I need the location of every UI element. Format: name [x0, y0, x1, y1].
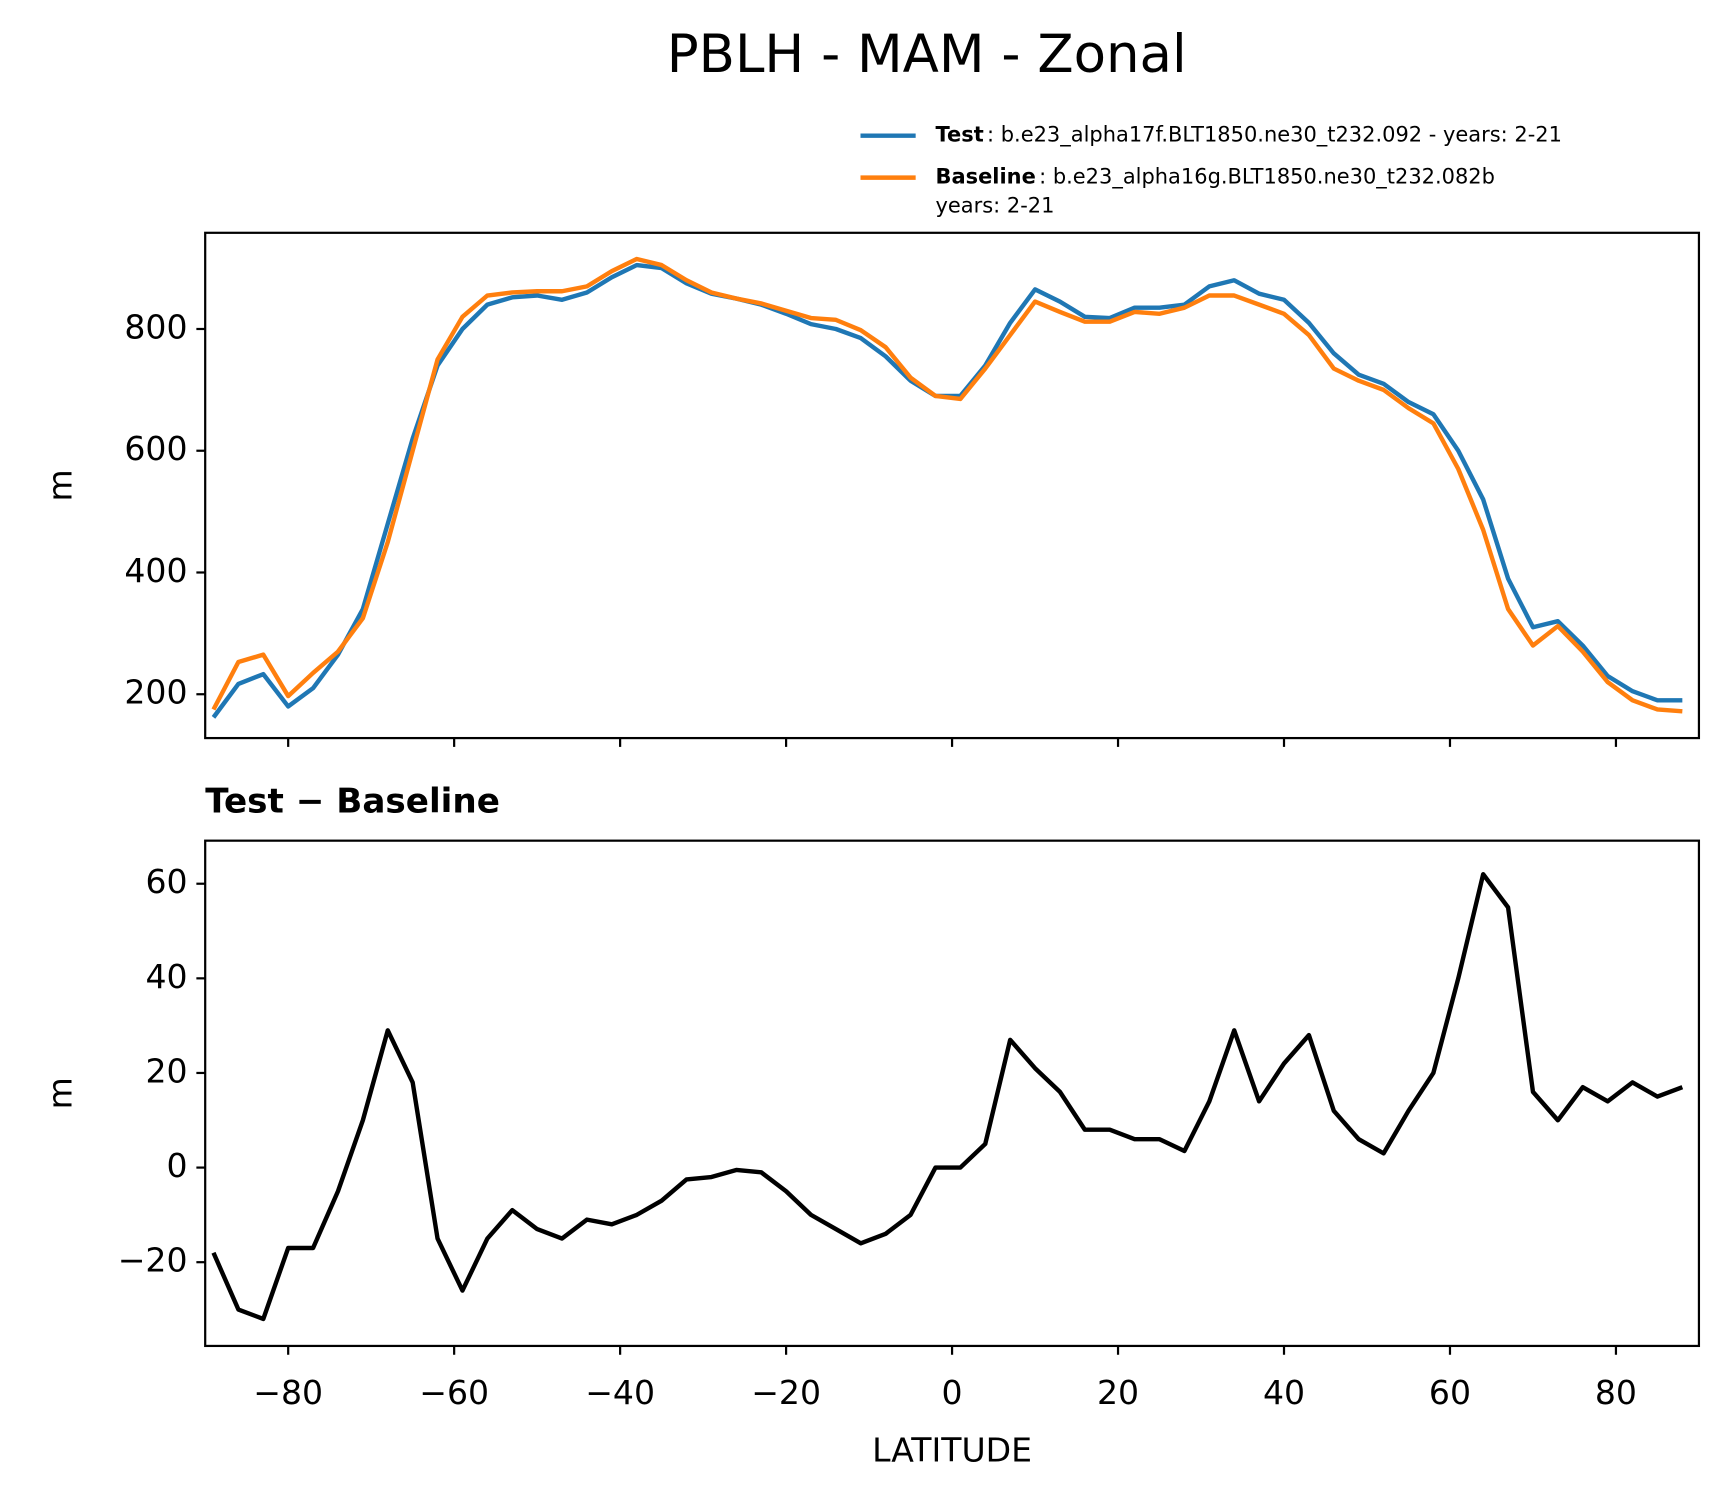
y-tick-label: 600 — [124, 429, 187, 468]
x-tick-label: −20 — [751, 1373, 821, 1412]
data-line — [211, 256, 1683, 714]
y-tick-label: 20 — [145, 1051, 187, 1090]
legend-name: Test — [936, 123, 984, 147]
x-tick-label: −80 — [253, 1373, 323, 1412]
legend-description: : b.e23_alpha16g.BLT1850.ne30_t232.082b — [1039, 165, 1495, 190]
x-tick-label: 20 — [1097, 1373, 1139, 1412]
x-axis-label: LATITUDE — [872, 1430, 1032, 1469]
y-axis-label: m — [40, 469, 79, 501]
legend-label: Baseline: b.e23_alpha16g.BLT1850.ne30_t2… — [936, 165, 1495, 190]
y-tick-label: 400 — [124, 551, 187, 590]
y-tick-label: −20 — [118, 1241, 188, 1280]
y-tick-label: 0 — [166, 1146, 187, 1185]
plot-area — [211, 872, 1684, 1322]
data-line — [211, 262, 1683, 719]
x-tick-label: −60 — [419, 1373, 489, 1412]
legend-name: Baseline — [936, 165, 1036, 189]
x-tick-label: 40 — [1263, 1373, 1305, 1412]
panel-title: Test − Baseline — [205, 782, 500, 822]
y-axis-label: m — [40, 1077, 79, 1109]
axes-frame — [204, 839, 1701, 1348]
y-tick-label: 40 — [145, 957, 187, 996]
legend-description: years: 2-21 — [936, 193, 1055, 217]
x-tick-label: 80 — [1595, 1373, 1637, 1412]
x-tick-label: −40 — [585, 1373, 655, 1412]
y-tick-label: 200 — [124, 673, 187, 712]
data-line — [211, 872, 1684, 1322]
x-tick-label: 60 — [1429, 1373, 1471, 1412]
legend-label: Test: b.e23_alpha17f.BLT1850.ne30_t232.0… — [936, 123, 1562, 148]
legend-description: : b.e23_alpha17f.BLT1850.ne30_t232.092 -… — [987, 123, 1562, 148]
x-tick-label: 0 — [942, 1373, 963, 1412]
axes-frame — [204, 231, 1701, 740]
plot-area — [211, 256, 1683, 719]
figure-title: PBLH - MAM - Zonal — [667, 24, 1187, 85]
y-tick-label: 60 — [145, 862, 187, 901]
y-tick-label: 800 — [124, 307, 187, 346]
